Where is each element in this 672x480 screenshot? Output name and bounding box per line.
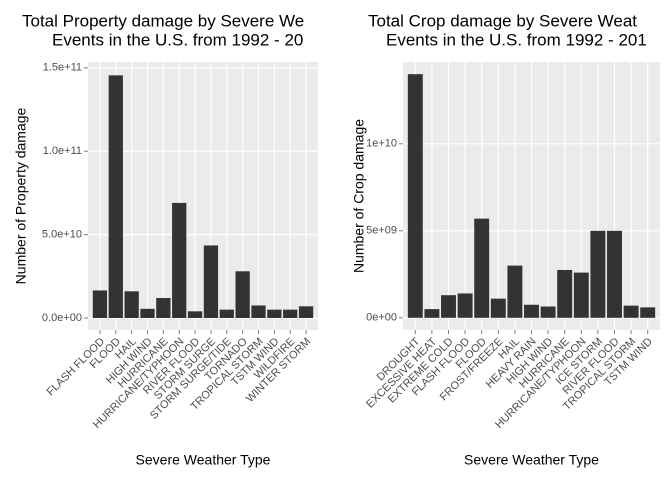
bar <box>590 230 606 318</box>
y-tick-label: 1.5e+11 <box>43 62 82 74</box>
title-group: Total Property damage by Severe WeEvents… <box>22 11 304 49</box>
bar <box>540 306 556 318</box>
chart-title: Events in the U.S. from 1992 - 20 <box>52 30 303 49</box>
bar <box>156 297 171 318</box>
x-axis-title: Severe Weather Type <box>136 452 271 468</box>
y-tick-label: 0e+00 <box>366 312 397 324</box>
bar <box>640 307 656 318</box>
bar <box>267 309 282 318</box>
bar <box>424 309 440 318</box>
y-tick-label: 0.0e+00 <box>42 312 82 324</box>
y-tick-label: 1e+10 <box>366 138 397 150</box>
bar <box>507 265 523 318</box>
bar <box>623 305 639 318</box>
bar <box>172 202 187 318</box>
bar <box>203 245 219 318</box>
bar <box>557 269 573 318</box>
x-axis-title: Severe Weather Type <box>464 452 599 468</box>
chart-title: Total Crop damage by Severe Weat <box>368 11 637 30</box>
y-tick-label: 5e+09 <box>366 225 397 237</box>
y-tick-label: 1.0e+11 <box>43 145 82 157</box>
y-tick-label: 5.0e+10 <box>42 229 82 241</box>
bar <box>92 290 108 318</box>
bar <box>407 74 423 318</box>
chart-title: Total Property damage by Severe We <box>22 11 304 30</box>
chart-title: Events in the U.S. from 1992 - 201 <box>386 30 647 49</box>
bar <box>573 272 589 318</box>
bar <box>219 309 234 318</box>
bar <box>235 271 250 318</box>
bar <box>524 304 539 318</box>
bar <box>474 218 490 318</box>
bar <box>490 298 506 318</box>
bar <box>457 293 473 318</box>
y-axis-title: Number of Crop damage <box>351 119 367 273</box>
panel <box>88 62 318 330</box>
bar <box>108 75 123 318</box>
bar <box>441 295 456 318</box>
bar <box>298 306 314 318</box>
bar <box>187 311 203 318</box>
bar <box>140 308 155 318</box>
bar <box>251 305 266 318</box>
bar <box>124 291 139 318</box>
y-axis-title: Number of Property damage <box>13 107 29 284</box>
bar <box>607 230 622 318</box>
bar <box>283 309 298 318</box>
